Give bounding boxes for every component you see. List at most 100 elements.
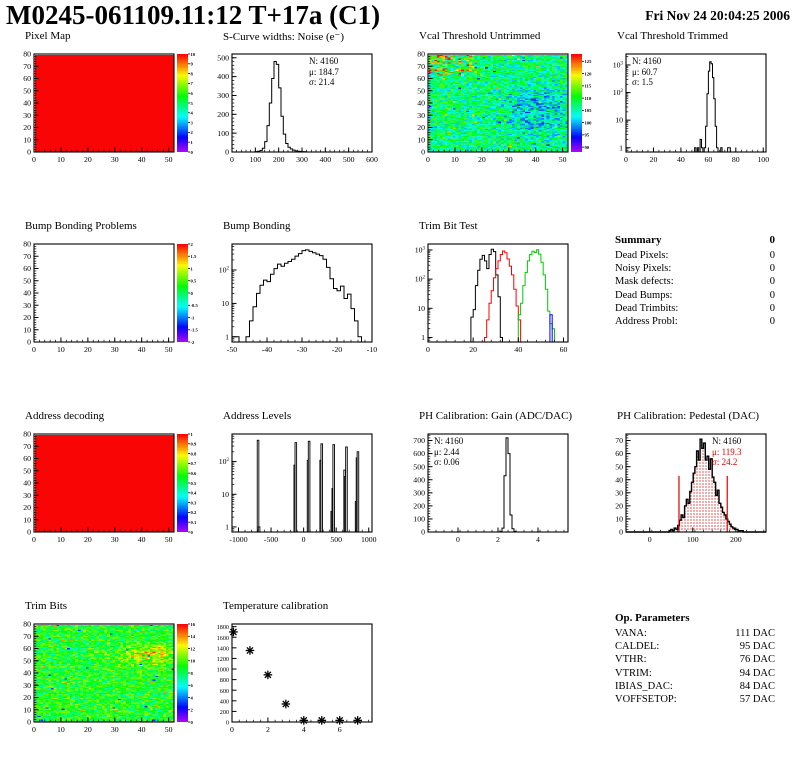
- plot-title: PH Calibration: Pedestal (DAC): [617, 410, 760, 422]
- svg-text:4: 4: [302, 725, 306, 734]
- op-parameter-row: CALDEL: 95 DAC: [615, 641, 775, 653]
- svg-text:4: 4: [536, 535, 540, 544]
- plot-bump-bonding-problems: Bump Bonding Problems 0 10 20 30 40 50 0 10 20 30…: [8, 218, 203, 378]
- trim-bit-test-svg: 0 20 40 60 1 10 102 103: [415, 243, 569, 354]
- svg-text:0: 0: [32, 345, 36, 354]
- svg-text:0: 0: [32, 725, 36, 734]
- summary-panel: Summary 0 Dead Pixels: 0 Noisy Pixels: 0 Ma…: [615, 234, 775, 328]
- svg-text:8: 8: [191, 671, 194, 676]
- svg-text:600: 600: [413, 449, 425, 458]
- svg-text:400: 400: [413, 475, 425, 484]
- plot-vcal-untrimmed: Vcal Threshold Untrimmed 0 10 20 30 40 50 0 10 2…: [402, 28, 597, 188]
- plot-address-decoding: Address decoding 0 10 20 30 40 50 0 10 20 30 40 50 6…: [8, 408, 203, 568]
- svg-text:40: 40: [138, 155, 146, 164]
- svg-text:10: 10: [23, 135, 31, 144]
- svg-text:300: 300: [296, 155, 308, 164]
- op-parameter-row: IBIAS_DAC: 84 DAC: [615, 680, 775, 692]
- svg-text:4: 4: [191, 111, 194, 116]
- svg-text:10: 10: [615, 116, 623, 125]
- svg-text:-1: -1: [191, 315, 196, 320]
- summary-row: Mask defects: 0: [615, 276, 775, 288]
- vcal-untrimmed-map: [428, 54, 568, 152]
- svg-text:60: 60: [23, 454, 31, 463]
- svg-text:0.5: 0.5: [191, 279, 197, 284]
- svg-text:-50: -50: [227, 345, 237, 354]
- svg-text:10: 10: [57, 725, 65, 734]
- svg-text:1: 1: [191, 432, 194, 437]
- vcal-untrimmed-svg: 0 10 20 30 40 50 0 10 20 30 40 50 60 70 80 90 95 100 105 11…: [417, 50, 592, 164]
- svg-text:0: 0: [27, 338, 31, 347]
- address-levels-chart: -1000 -500 0 500 1000 1 10 102: [206, 408, 401, 568]
- svg-text:20: 20: [469, 345, 477, 354]
- svg-text:20: 20: [84, 725, 92, 734]
- svg-text:20: 20: [23, 503, 31, 512]
- svg-text:0: 0: [619, 528, 623, 537]
- svg-text:0: 0: [191, 291, 194, 296]
- svg-text:50: 50: [559, 155, 567, 164]
- svg-text:50: 50: [165, 535, 173, 544]
- pixel-map-svg: 0 10 20 30 40 50 0 10 20 30 40 50 60 70 80 0 1 2 3 4 5 6 7 8 9 10: [23, 50, 196, 164]
- date-stamp: Fri Nov 24 20:04:25 2006: [645, 8, 790, 23]
- svg-text:-40: -40: [262, 345, 272, 354]
- svg-text:0: 0: [624, 155, 628, 164]
- svg-text:1: 1: [225, 523, 229, 532]
- svg-text:500: 500: [217, 53, 229, 62]
- address-levels-svg: -1000 -500 0 500 1000 1 10 102: [219, 433, 377, 544]
- svg-text:-10: -10: [367, 345, 377, 354]
- bump-bonding-svg: -50 -40 -30 -20 -10 1 10 102: [219, 243, 377, 354]
- plot-title: S-Curve widths: Noise (e⁻): [223, 31, 344, 43]
- colorbar: [177, 244, 188, 342]
- colorbar: [177, 54, 188, 152]
- svg-text:0: 0: [32, 155, 36, 164]
- svg-text:0.3: 0.3: [191, 500, 197, 505]
- svg-text:30: 30: [23, 681, 31, 690]
- svg-text:0: 0: [648, 535, 652, 544]
- trim-bit-test-chart: 0 20 40 60 1 10 102 103: [402, 218, 597, 378]
- svg-text:70: 70: [23, 632, 31, 641]
- svg-text:0: 0: [302, 535, 306, 544]
- svg-text:-1.5: -1.5: [191, 328, 199, 333]
- svg-text:0: 0: [426, 155, 430, 164]
- op-parameter-row: VTRIM: 94 DAC: [615, 667, 775, 679]
- ph-gain-chart: 0 2 4 0 100 200 300 400 500 600 700: [402, 408, 597, 568]
- svg-text:40: 40: [417, 99, 425, 108]
- svg-text:700: 700: [413, 436, 425, 445]
- plot-title: Address Levels: [223, 410, 292, 422]
- plot-ph-gain: PH Calibration: Gain (ADC/DAC) 0 2 4 0 100 20…: [402, 408, 597, 568]
- svg-text:400: 400: [220, 698, 229, 705]
- svg-text:40: 40: [23, 289, 31, 298]
- svg-text:50: 50: [615, 462, 623, 471]
- svg-text:0.5: 0.5: [191, 481, 197, 486]
- plot-title: Bump Bonding Problems: [25, 220, 137, 232]
- svg-text:0: 0: [426, 345, 430, 354]
- svg-text:2: 2: [266, 725, 270, 734]
- svg-text:100: 100: [217, 129, 229, 138]
- svg-text:20: 20: [23, 313, 31, 322]
- scurve-noise-chart: 0 100 200 300 400 500 600 0 100 200 300 400 500: [206, 28, 401, 188]
- svg-text:300: 300: [413, 488, 425, 497]
- svg-text:0: 0: [27, 148, 31, 157]
- svg-text:50: 50: [165, 345, 173, 354]
- svg-text:103: 103: [613, 61, 624, 70]
- svg-text:10: 10: [191, 659, 196, 664]
- svg-text:1.5: 1.5: [191, 254, 197, 259]
- pixel-map-chart: 0 10 20 30 40 50 0 10 20 30 40 50 60 70 80 0 1 2 3 4 5 6 7 8 9 10: [8, 28, 203, 188]
- bump-bonding-chart: -50 -40 -30 -20 -10 1 10 102: [206, 218, 401, 378]
- svg-text:30: 30: [111, 535, 119, 544]
- plot-temperature-calibration: Temperature calibration 0 2 4 6 0 200 400 600 80…: [206, 598, 401, 758]
- svg-text:40: 40: [532, 155, 540, 164]
- svg-text:-500: -500: [264, 535, 278, 544]
- svg-text:20: 20: [615, 501, 623, 510]
- temperature-calibration-svg: 0 2 4 6 0 200 400 600 800 1000 1200 1400 1600 1800: [217, 623, 373, 734]
- stats-box: N: 4160 μ: 60.7 σ: 1.5: [632, 56, 662, 87]
- plot-title: PH Calibration: Gain (ADC/DAC): [419, 410, 573, 422]
- svg-text:50: 50: [165, 155, 173, 164]
- svg-text:30: 30: [111, 725, 119, 734]
- svg-text:90: 90: [585, 145, 590, 150]
- svg-text:200: 200: [730, 535, 742, 544]
- svg-text:20: 20: [417, 123, 425, 132]
- svg-text:2: 2: [191, 130, 194, 135]
- svg-text:10: 10: [221, 490, 229, 499]
- svg-text:1: 1: [225, 332, 229, 341]
- svg-text:80: 80: [23, 620, 31, 629]
